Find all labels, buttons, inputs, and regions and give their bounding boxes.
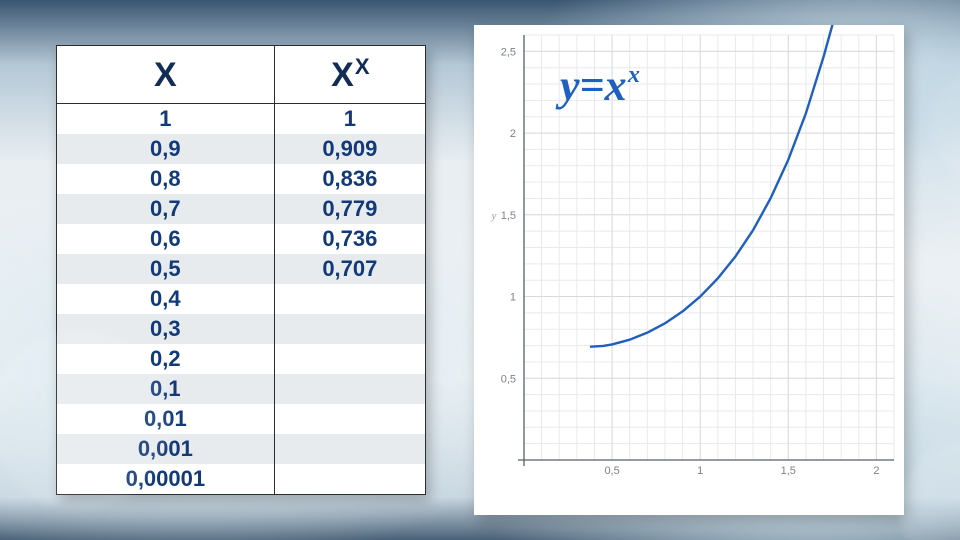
table-row: 0,4 [57, 284, 425, 314]
chart-svg: 0,5 1 1,5 2 0,5 1 1,5 2 2,5 y [474, 25, 904, 515]
svg-text:0,5: 0,5 [604, 465, 619, 477]
table-cell-x: 0,6 [57, 224, 274, 254]
svg-text:1,5: 1,5 [501, 210, 516, 222]
table-cell-y [274, 404, 425, 434]
table-row: 11 [57, 104, 425, 135]
table-cell-x: 0,5 [57, 254, 274, 284]
table-cell-y [274, 344, 425, 374]
table-row: 0,50,707 [57, 254, 425, 284]
table-cell-y: 0,736 [274, 224, 425, 254]
table-cell-x: 1 [57, 104, 274, 135]
table-cell-y [274, 284, 425, 314]
svg-text:2: 2 [873, 465, 879, 477]
table-row: 0,90,909 [57, 134, 425, 164]
table-cell-y [274, 374, 425, 404]
svg-text:1: 1 [697, 465, 703, 477]
table-cell-x: 0,4 [57, 284, 274, 314]
table-cell-y: 1 [274, 104, 425, 135]
table-header-xx: XX [274, 46, 425, 104]
table-cell-y [274, 314, 425, 344]
table-cell-x: 0,8 [57, 164, 274, 194]
table-row: 0,80,836 [57, 164, 425, 194]
table-header-x: X [57, 46, 274, 104]
table-cell-y: 0,836 [274, 164, 425, 194]
chart-panel: 0,5 1 1,5 2 0,5 1 1,5 2 2,5 y [474, 25, 904, 515]
svg-text:1: 1 [510, 292, 516, 304]
table-cell-y: 0,707 [274, 254, 425, 284]
table-cell-x: 0,9 [57, 134, 274, 164]
svg-text:2: 2 [510, 128, 516, 140]
svg-text:2,5: 2,5 [501, 46, 516, 58]
chart-formula: y=xx [560, 60, 639, 111]
table-row: 0,70,779 [57, 194, 425, 224]
svg-text:y: y [491, 210, 497, 222]
table-cell-y: 0,909 [274, 134, 425, 164]
svg-text:1,5: 1,5 [781, 465, 796, 477]
svg-text:0,5: 0,5 [501, 373, 516, 385]
table-row: 0,60,736 [57, 224, 425, 254]
table-cell-y [274, 434, 425, 464]
table-cell-y: 0,779 [274, 194, 425, 224]
table-cell-y [274, 464, 425, 494]
table-cell-x: 0,7 [57, 194, 274, 224]
